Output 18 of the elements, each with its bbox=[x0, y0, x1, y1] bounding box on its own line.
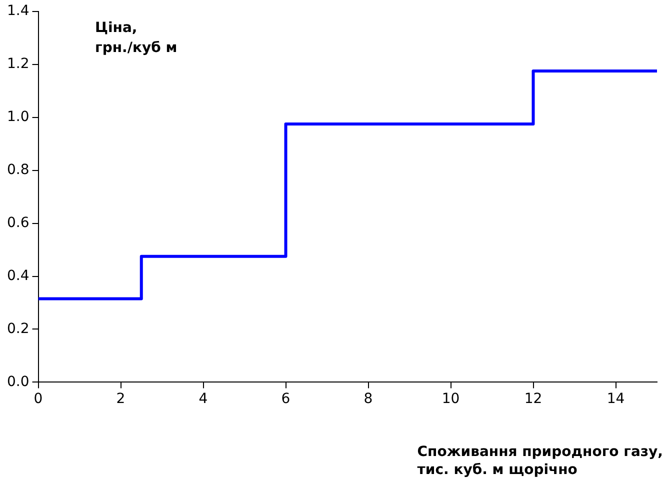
x-tick-label: 4 bbox=[198, 391, 208, 408]
x-tick-label: 14 bbox=[606, 391, 625, 408]
y-tick-label: 1.4 bbox=[7, 3, 30, 20]
x-tick-label: 10 bbox=[442, 391, 460, 408]
y-tick-label: 0.8 bbox=[7, 162, 30, 178]
y-tick-label: 0.4 bbox=[7, 268, 30, 284]
y-tick-label: 0.2 bbox=[7, 320, 30, 337]
y-axis-title: Ціна, грн./куб м bbox=[95, 19, 178, 58]
x-tick-label: 2 bbox=[116, 391, 126, 408]
x-tick-label: 12 bbox=[524, 391, 542, 408]
y-tick-label: 0.0 bbox=[7, 374, 30, 390]
y-tick-label: 1.2 bbox=[7, 56, 30, 72]
x-tick-label: 6 bbox=[281, 391, 290, 408]
x-axis-title: Споживання природного газу, тис. куб. м щорічно bbox=[417, 443, 663, 479]
x-tick-label: 8 bbox=[364, 391, 373, 408]
y-tick-label: 0.6 bbox=[7, 214, 30, 231]
y-tick-label: 1.0 bbox=[7, 108, 30, 125]
x-tick-label: 0 bbox=[34, 391, 43, 408]
